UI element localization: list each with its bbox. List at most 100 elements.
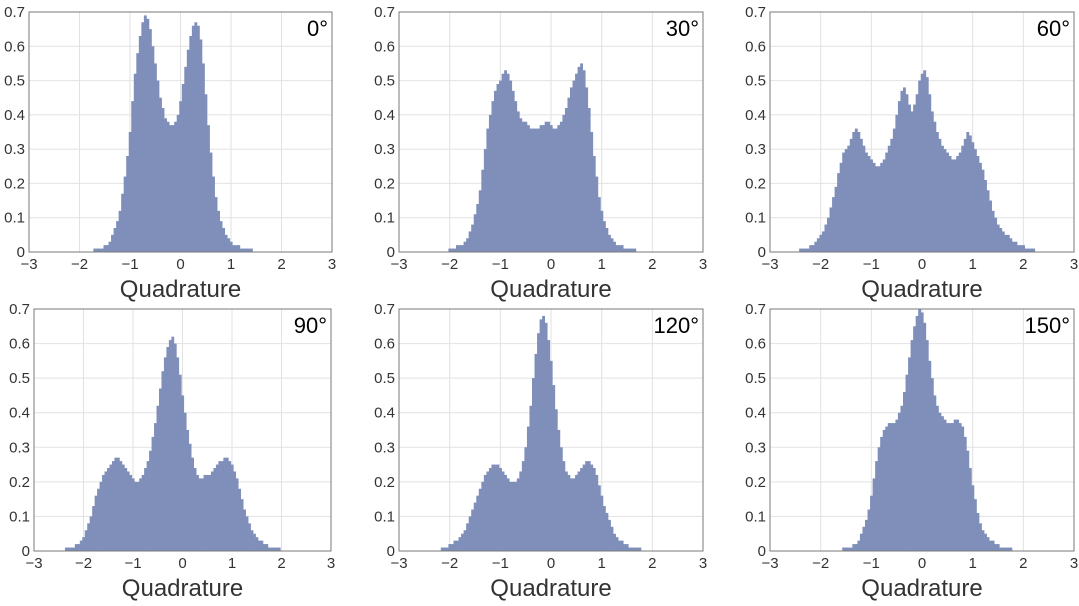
- angle-label: 90°: [294, 313, 327, 338]
- plot-frame: [769, 11, 1075, 253]
- histogram-bar: [852, 544, 856, 551]
- histogram-bar: [230, 464, 234, 551]
- histogram-bar: [158, 388, 162, 551]
- histogram-bar: [979, 523, 982, 551]
- histogram-bar: [159, 97, 162, 252]
- histogram-bar: [496, 84, 500, 252]
- x-tick-label: 2: [648, 555, 656, 572]
- y-tick-label: 0.1: [745, 508, 766, 525]
- histogram-bar: [844, 149, 848, 252]
- histogram-bar: [516, 478, 520, 551]
- histogram-bar: [953, 159, 957, 252]
- histogram-bar: [832, 197, 835, 252]
- histogram-bar: [958, 152, 962, 252]
- histogram-bar: [870, 159, 873, 252]
- histogram-bar: [504, 70, 508, 253]
- histogram-bar: [64, 547, 68, 551]
- histogram-bar: [223, 457, 227, 551]
- histogram-bar: [191, 25, 195, 253]
- histogram-bar: [821, 231, 825, 252]
- x-tick-label: 3: [699, 256, 707, 273]
- histogram-bar: [222, 228, 226, 252]
- x-axis-label: Quadrature: [120, 276, 241, 303]
- histogram-bar: [103, 245, 107, 252]
- histogram-bar: [128, 132, 132, 252]
- histogram-bar: [938, 412, 942, 551]
- histogram-bar: [608, 519, 611, 551]
- histogram-bar: [471, 509, 475, 551]
- histogram-bar: [215, 464, 219, 551]
- histogram-bar: [567, 474, 571, 551]
- histogram-bar: [138, 36, 142, 252]
- histogram-bar: [554, 409, 558, 551]
- histogram-bar: [69, 547, 73, 551]
- histogram-bar: [941, 145, 944, 252]
- histogram-bar: [986, 537, 990, 551]
- histogram-bar: [228, 461, 232, 551]
- histogram-bar: [104, 471, 108, 551]
- histogram-bar: [94, 495, 98, 551]
- histogram-bar: [1019, 245, 1023, 252]
- histogram-bar: [220, 461, 224, 551]
- y-tick-label: 0: [758, 244, 766, 261]
- histogram-bar: [499, 468, 502, 551]
- histogram-bar: [1022, 245, 1025, 252]
- histogram-bar: [595, 474, 599, 551]
- histogram-bar: [859, 138, 863, 252]
- histogram-bar: [935, 405, 939, 551]
- histogram-bar: [67, 547, 71, 551]
- histogram-bar: [630, 547, 634, 551]
- histogram-bar: [72, 547, 76, 551]
- histogram-bar: [963, 436, 967, 551]
- y-tick-label: 0.7: [745, 301, 766, 318]
- histogram-bar: [575, 73, 578, 252]
- y-tick-label: 0.5: [374, 73, 395, 90]
- histogram-bar: [448, 248, 452, 252]
- histogram-bar: [225, 457, 229, 551]
- histogram-bar: [506, 73, 510, 252]
- histogram-bar: [615, 537, 619, 551]
- y-tick-label: 0.5: [4, 73, 25, 90]
- histogram-bar: [82, 537, 86, 551]
- histogram-bar: [877, 447, 881, 551]
- histogram-bar: [450, 248, 454, 252]
- x-tick-label: 2: [1019, 256, 1027, 273]
- histogram-panel-2: −3 −2 −1 0 1 2 3 0 0.1 0.2 0.3 0.4 0.5 0.6 0.7 Quadratu…: [745, 4, 1078, 303]
- histogram-bar: [232, 245, 236, 252]
- histogram-bar: [201, 63, 205, 252]
- histogram-bar: [887, 423, 891, 551]
- x-tick-label: 3: [1070, 256, 1078, 273]
- histogram-bar: [504, 474, 508, 551]
- histogram-bar: [572, 478, 576, 551]
- histogram-bar: [804, 248, 808, 252]
- histogram-bar: [602, 506, 606, 551]
- histogram-bar: [519, 118, 523, 253]
- histogram-bar: [511, 481, 515, 551]
- histogram-bar: [534, 353, 538, 551]
- histogram-bar: [549, 125, 553, 252]
- histogram-bar: [903, 391, 906, 551]
- histogram-bar: [564, 108, 568, 252]
- histogram-bar: [235, 478, 239, 551]
- histogram-bar: [106, 245, 109, 252]
- histogram-bar: [567, 97, 571, 252]
- x-tick-label: 1: [228, 555, 236, 572]
- histogram-bar: [989, 200, 993, 252]
- histogram-bar: [514, 101, 518, 253]
- histogram-bar: [981, 169, 985, 252]
- histogram-bar: [549, 360, 553, 551]
- histogram-bar: [635, 547, 639, 551]
- histogram-bar: [984, 533, 987, 551]
- histogram-bar: [892, 423, 896, 551]
- histogram-bar: [143, 15, 147, 252]
- histogram-bar: [910, 111, 914, 252]
- histogram-bar: [529, 405, 533, 551]
- histogram-bar: [946, 423, 949, 551]
- x-tick-label: 2: [277, 256, 285, 273]
- x-tick-label: −1: [124, 555, 141, 572]
- histogram-bar: [854, 128, 858, 252]
- x-tick-label: 0: [178, 555, 186, 572]
- y-tick-label: 0.4: [9, 405, 30, 422]
- histogram-bar: [98, 248, 102, 252]
- histogram-bar: [628, 547, 632, 551]
